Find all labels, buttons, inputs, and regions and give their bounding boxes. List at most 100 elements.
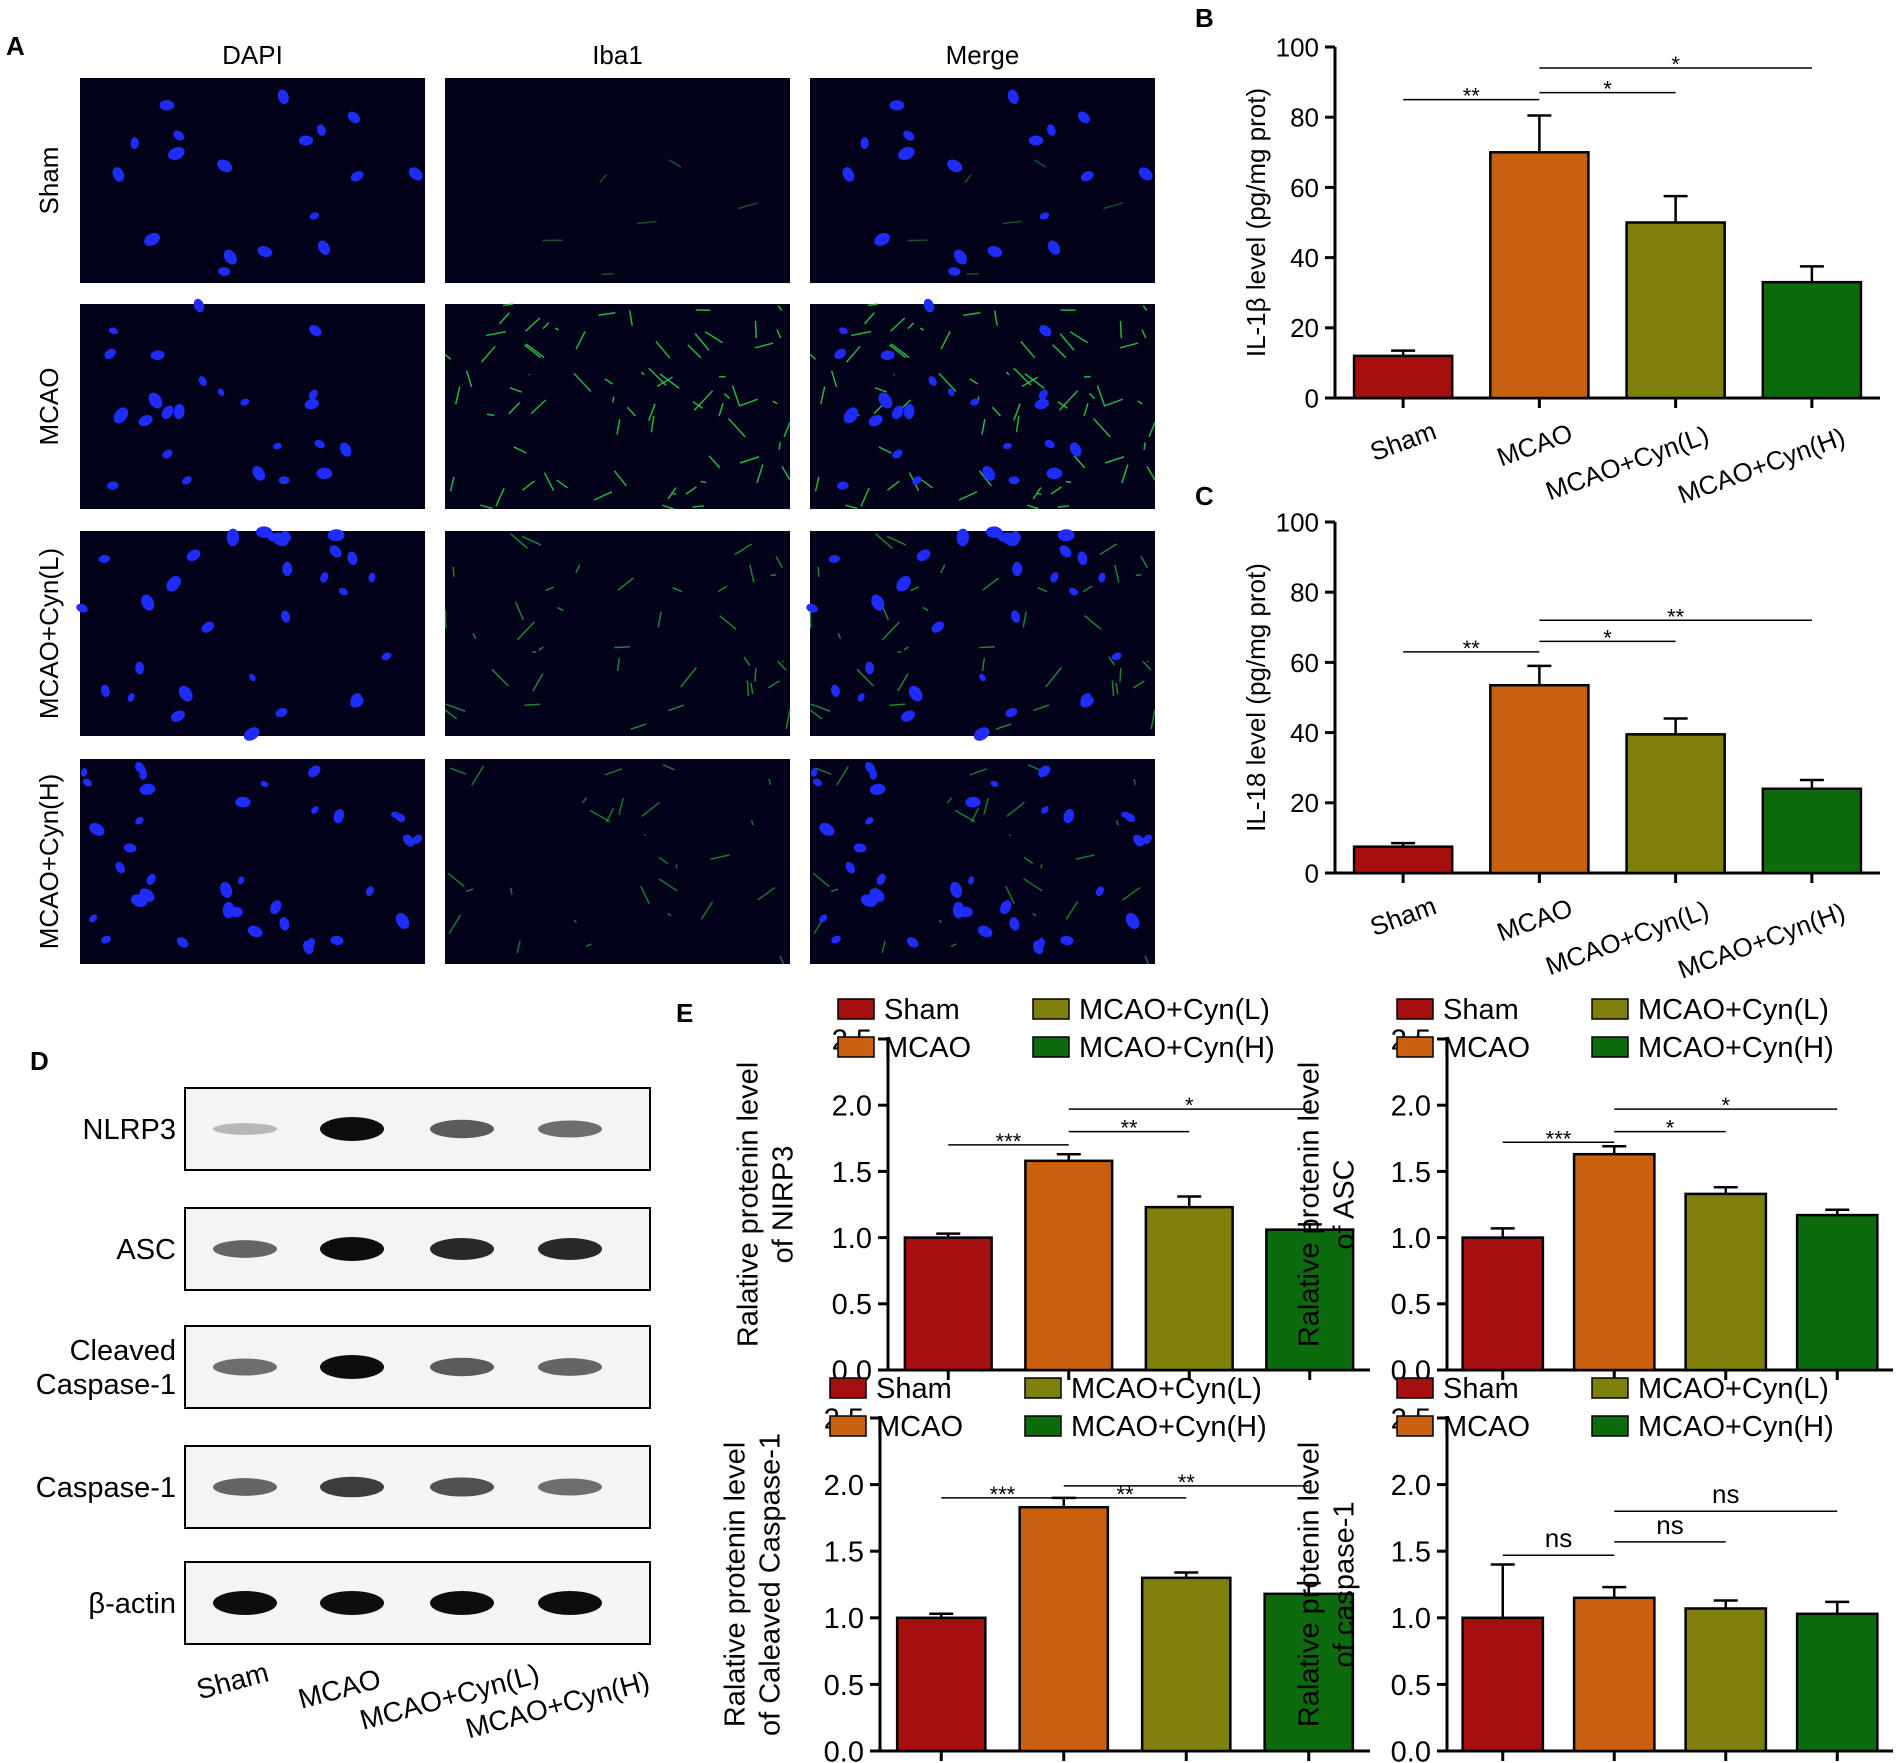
iba1-fiber [981, 657, 986, 672]
bar-sham [903, 1236, 993, 1372]
iba1-fiber [502, 303, 514, 307]
iba1-fiber [1037, 492, 1042, 496]
dapi-nucleus [1011, 610, 1021, 623]
dapi-nucleus [403, 834, 415, 847]
dapi-nucleus [956, 528, 970, 547]
band-caspase-1-mcao-cyn-l [430, 1477, 494, 1497]
iba1-fiber [617, 577, 634, 591]
y-tick-label: 60 [1290, 173, 1319, 203]
iba1-fiber [1115, 819, 1119, 826]
bar-mcao-cyn-l [1625, 733, 1726, 875]
y-tick-label: 0.0 [1391, 1736, 1431, 1763]
dapi-nucleus [141, 594, 155, 611]
legend-swatch-mcao-cyn-l [1024, 1377, 1062, 1399]
iba1-fiber [878, 446, 892, 454]
micrograph-background [445, 531, 790, 736]
iba1-fiber [524, 703, 541, 707]
dapi-nucleus [89, 822, 105, 836]
dapi-nucleus [931, 621, 944, 633]
iba1-fiber [616, 657, 621, 672]
dapi-nucleus [243, 727, 260, 741]
dapi-nucleus [252, 465, 266, 481]
dapi-nucleus [996, 531, 1006, 542]
iba1-fiber [723, 393, 731, 400]
dapi-nucleus [892, 449, 903, 459]
dapi-nucleus [876, 873, 886, 885]
dapi-nucleus [228, 906, 243, 918]
dapi-nucleus [923, 298, 935, 313]
iba1-fiber [545, 586, 555, 592]
dapi-nucleus [218, 267, 231, 276]
iba1-fiber [530, 399, 547, 415]
dapi-nucleus [217, 388, 225, 396]
dapi-nucleus [275, 707, 288, 718]
iba1-fiber [1045, 667, 1062, 688]
protein-label-asc: ASC [116, 1234, 176, 1266]
dapi-nucleus [1142, 834, 1153, 844]
iba1-fiber [1037, 587, 1048, 593]
iba1-fiber [640, 885, 650, 905]
iba1-fiber [1142, 660, 1152, 671]
bar-mcao-cyn-l [1140, 1576, 1232, 1753]
x-tick-label-sham: Sham [1366, 415, 1440, 466]
dapi-nucleus [947, 388, 955, 396]
legend-swatch-sham [837, 998, 875, 1020]
bar-mcao-cyn-h [1795, 1213, 1879, 1372]
iba1-fiber [991, 406, 1002, 417]
iba1-fiber [981, 419, 986, 435]
iba1-fiber [743, 656, 751, 666]
dapi-nucleus [298, 135, 314, 146]
dapi-nucleus [906, 937, 919, 948]
bar-mcao [1489, 683, 1590, 875]
y-tick-label: 2.0 [1391, 1091, 1431, 1123]
iba1-fiber [465, 888, 474, 893]
iba1-fiber [650, 415, 655, 433]
iba1-fiber [525, 317, 541, 332]
iba1-fiber [543, 472, 555, 491]
dapi-nucleus [1038, 389, 1048, 400]
iba1-fiber [614, 646, 631, 649]
dapi-nucleus [257, 245, 273, 258]
row-label-mcao-cyn-h: MCAO+Cyn(H) [34, 774, 64, 950]
y-axis-label: Ralative protenin level [720, 1442, 752, 1727]
dapi-nucleus [308, 389, 318, 400]
panel-letter-d: D [30, 1046, 49, 1076]
bar-mcao [1018, 1505, 1110, 1753]
iba1-fiber [1006, 801, 1026, 817]
dapi-nucleus [1077, 111, 1090, 124]
dapi-nucleus [912, 476, 922, 485]
iba1-fiber [783, 421, 791, 438]
iba1-fiber [768, 778, 772, 786]
iba1-fiber [815, 767, 832, 775]
dapi-nucleus [853, 843, 867, 853]
micrograph-mcao-cyn-l-merge [806, 526, 1156, 741]
dapi-nucleus [1098, 572, 1106, 583]
iba1-fiber [513, 446, 527, 454]
dapi-nucleus [903, 130, 915, 141]
iba1-fiber [1005, 885, 1015, 905]
iba1-fiber [538, 646, 544, 651]
chart-e2: 0.00.51.01.52.02.5Ralative protenin leve… [1294, 994, 1893, 1387]
micrograph-background [445, 759, 790, 964]
iba1-fiber [1065, 480, 1072, 484]
bar-sham [1352, 845, 1454, 875]
legend-swatch-sham [1396, 1377, 1434, 1399]
iba1-fiber [754, 668, 757, 682]
dapi-nucleus [1046, 467, 1063, 479]
protein-label-caspase-1: Caspase-1 [36, 1472, 176, 1504]
dapi-nucleus [282, 561, 293, 577]
iba1-fiber [657, 611, 662, 628]
iba1-fiber [1057, 505, 1070, 508]
iba1-fiber [447, 872, 465, 888]
band-actin-mcao-cyn-l [430, 1591, 494, 1615]
iba1-fiber [1088, 393, 1096, 400]
micrograph-sham-merge [810, 78, 1155, 283]
iba1-fiber [1104, 456, 1125, 464]
iba1-fiber [557, 606, 564, 612]
iba1-fiber [739, 456, 760, 464]
legend-label-mcao-cyn-l: MCAO+Cyn(L) [1638, 1373, 1829, 1405]
dapi-nucleus [965, 796, 981, 808]
iba1-fiber [675, 864, 678, 869]
iba1-fiber [903, 646, 909, 651]
